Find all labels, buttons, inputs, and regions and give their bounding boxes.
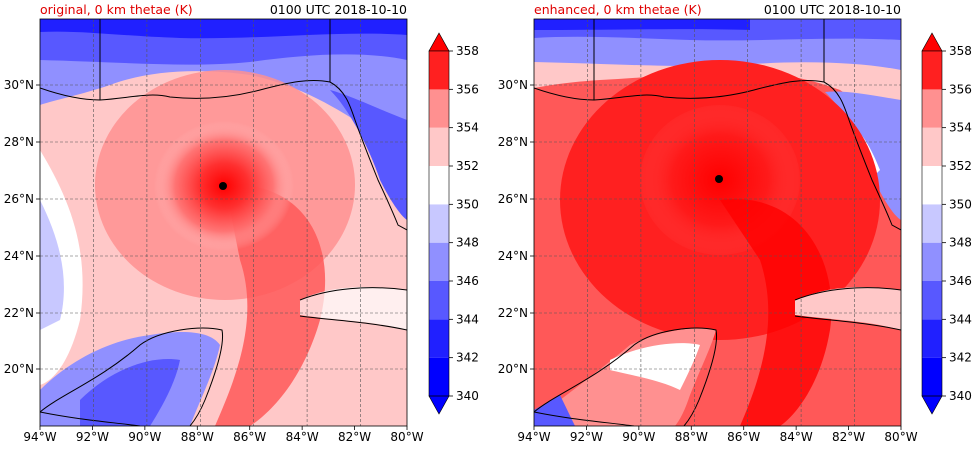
colorbar-tick-label: 348: [456, 236, 479, 250]
colorbar-band: [922, 242, 942, 281]
map-frame: [39, 18, 408, 427]
colorbar-tick-label: 346: [949, 274, 972, 288]
lat-tick-label: 24°N: [4, 249, 34, 263]
colorbar-band: [922, 204, 942, 243]
colorbar-band: [922, 357, 942, 396]
colorbar-original: 340 342 344 346 348 350 352 354 356 358: [428, 32, 479, 415]
lon-tick-label: 92°W: [76, 430, 109, 444]
colorbar-band: [429, 89, 449, 128]
lon-tick-label: 94°W: [23, 430, 56, 444]
lon-tick-label: 86°W: [727, 430, 760, 444]
colorbar-frame: [428, 50, 450, 397]
colorbar-enhanced: 340 342 344 346 348 350 352 354 356 358: [921, 32, 972, 415]
colorbar-band: [922, 281, 942, 320]
lon-tick-label: 90°W: [622, 430, 655, 444]
lon-tick-label: 88°W: [181, 430, 214, 444]
lat-tick-label: 22°N: [498, 306, 528, 320]
thetae-field-original: [40, 19, 407, 426]
lon-tick-labels: 94°W 92°W 90°W 88°W 86°W 84°W 82°W 80°W: [23, 426, 424, 444]
colorbar-tick-label: 356: [949, 82, 972, 96]
colorbar-tick-label: 340: [456, 389, 479, 403]
panel-time-enhanced: 0100 UTC 2018-10-10: [764, 2, 901, 17]
lat-tick-label: 30°N: [4, 78, 34, 92]
colorbar-band: [429, 281, 449, 320]
colorbar-tick-label: 350: [949, 197, 972, 211]
colorbar-band: [429, 127, 449, 166]
panel-time-original: 0100 UTC 2018-10-10: [270, 2, 407, 17]
panel-original: original, 0 km thetae (K) 0100 UTC 2018-…: [4, 2, 424, 444]
lon-tick-label: 86°W: [233, 430, 266, 444]
colorbar-band: [429, 204, 449, 243]
colorbar-tick-label: 354: [456, 121, 479, 135]
map-frame: [533, 18, 902, 427]
colorbar-band: [922, 51, 942, 90]
panel-title-original: original, 0 km thetae (K): [40, 2, 193, 17]
colorbar-band: [429, 242, 449, 281]
lon-tick-label: 88°W: [675, 430, 708, 444]
colorbar-band: [922, 127, 942, 166]
lat-tick-label: 28°N: [4, 135, 34, 149]
coastline-enhanced: [534, 19, 901, 426]
lat-tick-labels: 20°N 22°N 24°N 26°N 28°N 30°N: [498, 78, 534, 376]
gridlines-original: [40, 19, 407, 426]
colorbar-tick-label: 348: [949, 236, 972, 250]
colorbar-extend-high: [921, 32, 943, 52]
colorbar-tick-label: 356: [456, 82, 479, 96]
coastline-original: [40, 19, 407, 426]
lon-tick-label: 82°W: [832, 430, 865, 444]
lat-tick-label: 22°N: [4, 306, 34, 320]
storm-center-marker: [219, 182, 227, 190]
lat-tick-label: 26°N: [4, 192, 34, 206]
colorbar-tick-label: 358: [456, 44, 479, 58]
lon-tick-label: 90°W: [128, 430, 161, 444]
lon-tick-label: 84°W: [780, 430, 813, 444]
lat-tick-label: 30°N: [498, 78, 528, 92]
colorbar-band: [429, 166, 449, 205]
colorbar-tick-label: 354: [949, 121, 972, 135]
colorbar-band: [922, 166, 942, 205]
colorbar-band: [429, 51, 449, 90]
colorbar-extend-low: [921, 395, 943, 415]
thetae-field-enhanced: [534, 19, 901, 426]
colorbar-tick-label: 352: [456, 159, 479, 173]
colorbar-tick-label: 344: [949, 312, 972, 326]
colorbar-tick-label: 340: [949, 389, 972, 403]
lon-tick-label: 92°W: [570, 430, 603, 444]
colorbar-extend-low: [428, 395, 450, 415]
lon-tick-label: 82°W: [338, 430, 371, 444]
lon-tick-label: 80°W: [390, 430, 423, 444]
lon-tick-label: 94°W: [517, 430, 550, 444]
colorbar-extend-high: [428, 32, 450, 52]
colorbar-tick-label: 346: [456, 274, 479, 288]
colorbar-frame: [921, 50, 943, 397]
colorbar-tick-label: 352: [949, 159, 972, 173]
gridlines-enhanced: [534, 19, 901, 426]
panel-enhanced: enhanced, 0 km thetae (K) 0100 UTC 2018-…: [498, 2, 918, 444]
colorbar-band: [429, 357, 449, 396]
colorbar-band: [922, 89, 942, 128]
lon-tick-label: 80°W: [884, 430, 917, 444]
lon-tick-labels: 94°W 92°W 90°W 88°W 86°W 84°W 82°W 80°W: [517, 426, 918, 444]
colorbar-band: [922, 319, 942, 358]
lat-tick-labels: 20°N 22°N 24°N 26°N 28°N 30°N: [4, 78, 40, 376]
colorbar-tick-label: 344: [456, 312, 479, 326]
colorbar-tick-label: 342: [456, 351, 479, 365]
colorbar-tick-label: 342: [949, 351, 972, 365]
lat-tick-label: 20°N: [4, 362, 34, 376]
lat-tick-label: 20°N: [498, 362, 528, 376]
storm-center-marker: [715, 175, 723, 183]
colorbar-band: [429, 319, 449, 358]
colorbar-tick-label: 358: [949, 44, 972, 58]
lat-tick-label: 28°N: [498, 135, 528, 149]
panel-title-enhanced: enhanced, 0 km thetae (K): [534, 2, 702, 17]
lon-tick-label: 84°W: [286, 430, 319, 444]
lat-tick-label: 24°N: [498, 249, 528, 263]
lat-tick-label: 26°N: [498, 192, 528, 206]
colorbar-tick-label: 350: [456, 197, 479, 211]
